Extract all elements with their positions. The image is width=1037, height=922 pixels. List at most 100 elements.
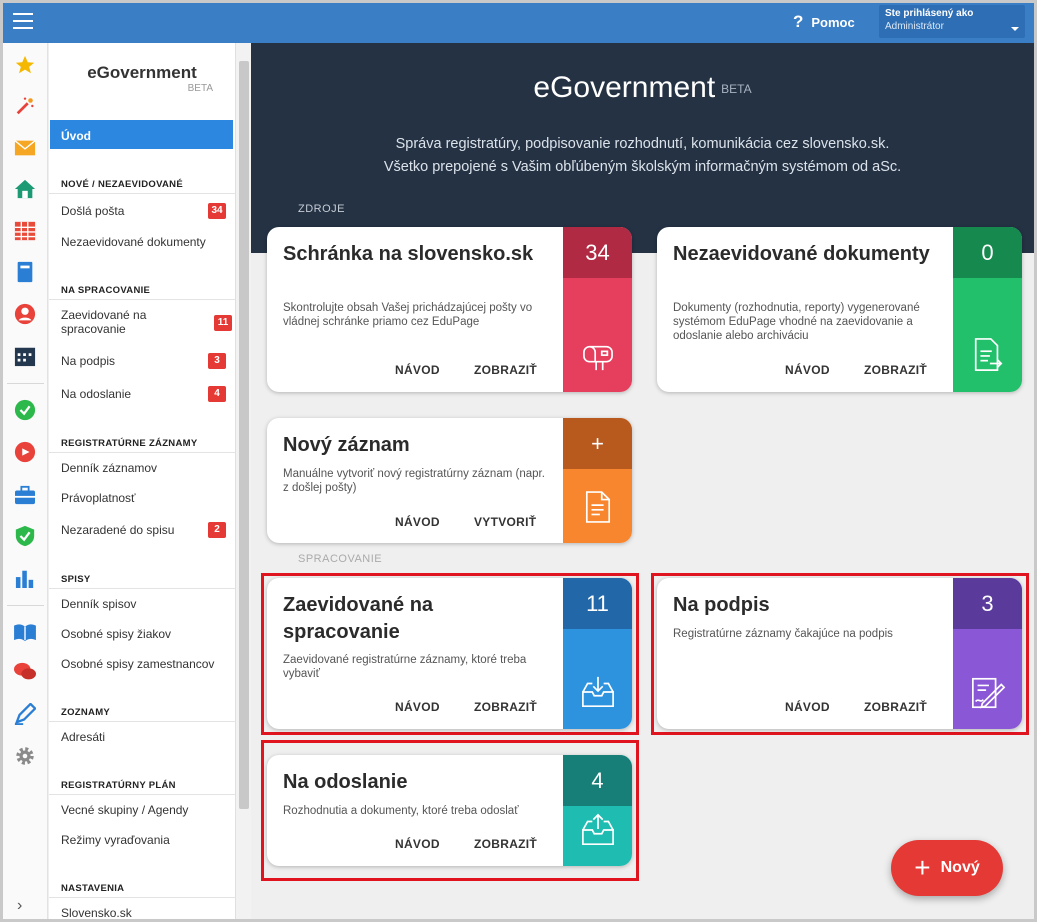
help-button[interactable]: ? Pomoc [793, 12, 855, 32]
briefcase-icon[interactable] [13, 483, 37, 507]
gear-icon[interactable] [13, 744, 37, 768]
chevron-right-icon[interactable]: › [17, 897, 23, 914]
pen-icon[interactable] [13, 702, 37, 726]
card-zaevidovane[interactable]: Zaevidované na spracovanie Zaevidované r… [267, 578, 632, 729]
sidebar-section-title: REGISTRATÚRNY PLÁN [61, 780, 176, 791]
sidebar-beta-badge: BETA [187, 83, 213, 94]
card-title: Na podpis [673, 594, 770, 616]
card-na-odoslanie[interactable]: Na odoslanie Rozhodnutia a dokumenty, kt… [267, 755, 632, 866]
hero-subtitle: Správa registratúry, podpisovanie rozhod… [251, 133, 1034, 179]
sidebar-item-spisy-zamestnancov[interactable]: Osobné spisy zamestnancov [61, 657, 229, 671]
sidebar-section-title: SPISY [61, 574, 91, 585]
show-button[interactable]: ZOBRAZIŤ [864, 700, 928, 714]
sidebar-item-dennik-spisov[interactable]: Denník spisov [61, 597, 229, 611]
user-circle-icon[interactable] [13, 302, 37, 326]
target-icon[interactable] [13, 440, 37, 464]
hero-line-1: Správa registratúry, podpisovanie rozhod… [395, 136, 890, 152]
section-label-sources: ZDROJE [298, 203, 345, 215]
show-button[interactable]: ZOBRAZIŤ [864, 363, 928, 377]
mail-icon[interactable] [13, 136, 37, 160]
chat-icon[interactable] [13, 660, 37, 684]
fab-label: Nový [940, 859, 980, 876]
sidebar-item-nezaradene[interactable]: Nezaradené do spisu 2 [61, 522, 229, 538]
card-novy-zaznam[interactable]: Nový záznam Manuálne vytvoriť nový regis… [267, 418, 632, 543]
sidebar-item-pravoplatnost[interactable]: Právoplatnosť [61, 491, 229, 505]
book-icon[interactable] [13, 620, 37, 644]
card-nezaevidovane[interactable]: Nezaevidované dokumenty Dokumenty (rozho… [657, 227, 1022, 392]
sidebar-scrollbar[interactable] [235, 43, 251, 919]
show-button[interactable]: ZOBRAZIŤ [474, 363, 538, 377]
highlight-box [261, 740, 639, 881]
hero-title-text: eGovernment [533, 71, 716, 104]
card-count: 0 [953, 227, 1022, 278]
star-icon[interactable] [13, 53, 37, 77]
sidebar-item-rezimy[interactable]: Režimy vyraďovania [61, 833, 229, 847]
guide-button[interactable]: NÁVOD [395, 700, 440, 714]
scrollbar-thumb[interactable] [239, 61, 249, 809]
card-na-podpis[interactable]: Na podpis Registratúrne záznamy čakajúce… [657, 578, 1022, 729]
hero-title: eGovernment BETA [251, 71, 1034, 105]
hero-beta-badge: BETA [721, 82, 752, 97]
sidebar-item-slovensko-sk[interactable]: Slovensko.sk [61, 906, 229, 919]
hero-banner: eGovernment BETA Správa registratúry, pod… [251, 43, 1034, 253]
sidebar-item-label: Na podpis [61, 354, 116, 368]
sidebar-item-dennik-zaznamov[interactable]: Denník záznamov [61, 461, 229, 475]
sidebar-item-nezaevidovane[interactable]: Nezaevidované dokumenty [61, 235, 229, 249]
sidebar-item-uvod[interactable]: Úvod [50, 120, 233, 149]
sidebar-item-label: Vecné skupiny / Agendy [61, 803, 189, 817]
shield-check-icon[interactable] [13, 524, 37, 548]
card-description: Dokumenty (rozhodnutia, reporty) vygener… [673, 302, 920, 342]
sidebar-item-vecne-skupiny[interactable]: Vecné skupiny / Agendy [61, 803, 229, 817]
card-side-panel: 3 [953, 578, 1022, 729]
show-button[interactable]: ZOBRAZIŤ [474, 700, 538, 714]
help-label: Pomoc [811, 14, 855, 30]
sidebar-item-zaevidovane[interactable]: Zaevidované na spracovanie [61, 308, 201, 336]
sidebar-item-na-odoslanie[interactable]: Na odoslanie 4 [61, 386, 229, 402]
sidebar-item-dosla-posta[interactable]: Došlá pošta 34 [61, 203, 229, 219]
guide-button[interactable]: NÁVOD [785, 363, 830, 377]
card-count: 34 [563, 227, 632, 278]
card-description: Manuálne vytvoriť nový registratúrny záz… [283, 468, 545, 494]
card-description: Registratúrne záznamy čakajúce na podpis [673, 628, 893, 640]
card-title: Schránka na slovensko.sk [283, 243, 534, 265]
icon-rail: › [3, 43, 48, 919]
sidebar-item-adresati[interactable]: Adresáti [61, 730, 229, 744]
inbox-download-icon [563, 675, 632, 709]
sidebar-item-spisy-ziakov[interactable]: Osobné spisy žiakov [61, 627, 229, 641]
main-content: eGovernment BETA Správa registratúry, pod… [251, 43, 1034, 919]
card-title: Zaevidované na spracovanie [283, 594, 434, 643]
sidebar-item-label: Osobné spisy žiakov [61, 627, 172, 641]
bar-chart-icon[interactable] [13, 566, 37, 590]
magic-wand-icon[interactable] [13, 94, 37, 118]
calendar-grid-icon[interactable] [13, 219, 37, 243]
divider [49, 588, 235, 589]
top-bar: ? Pomoc Ste prihlásený ako Administrátor [3, 3, 1034, 43]
notebook-icon[interactable] [13, 260, 37, 284]
card-schranka[interactable]: Schránka na slovensko.sk Skontrolujte ob… [267, 227, 632, 392]
sidebar-item-na-podpis[interactable]: Na podpis 3 [61, 353, 229, 369]
guide-button[interactable]: NÁVOD [395, 837, 440, 851]
guide-button[interactable]: NÁVOD [395, 363, 440, 377]
card-count: 4 [563, 755, 632, 806]
hero-line-2: Všetko prepojené s Vašim obľúbeným škols… [383, 159, 902, 175]
document-export-icon [953, 337, 1022, 373]
plus-icon: + [563, 418, 632, 469]
home-icon[interactable] [13, 177, 37, 201]
show-button[interactable]: ZOBRAZIŤ [474, 837, 538, 851]
check-circle-icon[interactable] [13, 398, 37, 422]
guide-button[interactable]: NÁVOD [395, 515, 440, 529]
user-menu[interactable]: Ste prihlásený ako Administrátor [879, 5, 1025, 38]
sidebar-item-label: Nezaevidované dokumenty [61, 235, 206, 249]
sidebar-section-title: NA SPRACOVANIE [61, 285, 151, 296]
card-count: 3 [953, 578, 1022, 629]
create-button[interactable]: VYTVORIŤ [474, 515, 537, 529]
guide-button[interactable]: NÁVOD [785, 700, 830, 714]
schedule-icon[interactable] [13, 344, 37, 368]
divider [49, 794, 235, 795]
new-record-fab[interactable]: + Nový [891, 840, 1003, 896]
signature-icon [953, 675, 1022, 711]
hamburger-menu-icon[interactable] [13, 13, 33, 29]
sidebar-item-label: Slovensko.sk [61, 906, 132, 919]
sidebar-item-label: Zaevidované na spracovanie [61, 308, 147, 336]
card-side-panel: 34 [563, 227, 632, 392]
